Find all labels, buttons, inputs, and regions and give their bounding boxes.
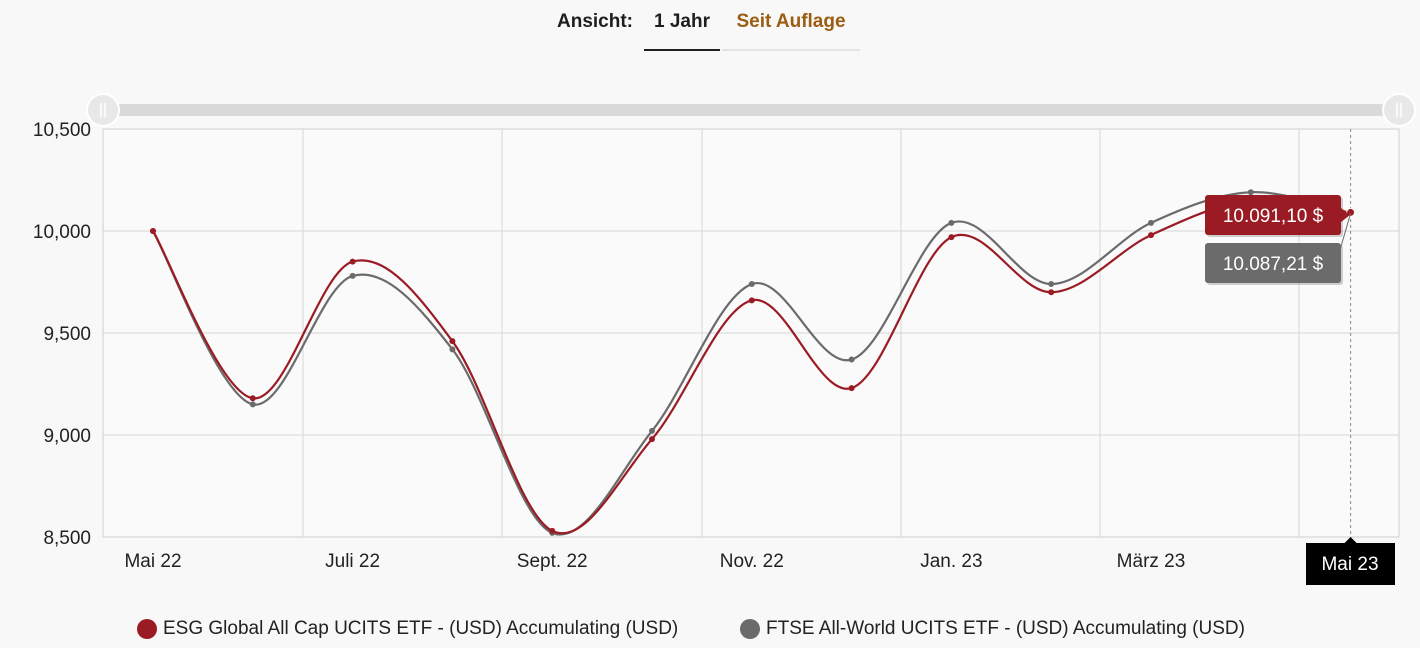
tooltip-esg-global: 10.091,10 $: [1205, 195, 1350, 237]
tooltip-box: [1205, 195, 1341, 235]
x-tick-label: März 23: [1117, 551, 1186, 572]
data-point: [948, 234, 955, 241]
data-point: [349, 272, 356, 279]
x-tick-label: Mai 22: [124, 551, 181, 572]
x-axis-crosshair-label: Mai 23: [1306, 537, 1395, 585]
legend-marker-icon: [740, 619, 760, 639]
handle-circle: [86, 93, 120, 127]
legend-label: FTSE All-World UCITS ETF - (USD) Accumul…: [766, 618, 1245, 639]
legend-marker-icon: [137, 619, 157, 639]
data-point: [1148, 232, 1154, 239]
data-point: [748, 297, 755, 304]
data-point: [449, 338, 456, 345]
y-tick-label: 10,500: [33, 120, 91, 141]
tab-seit-auflage[interactable]: Seit Auflage: [722, 11, 860, 51]
data-point: [249, 401, 256, 408]
badge-text: Mai 23: [1321, 554, 1378, 575]
data-point: [249, 395, 256, 402]
range-handle-right[interactable]: [1382, 93, 1416, 127]
data-point: [150, 228, 156, 234]
tooltip-value: 10.087,21 $: [1223, 254, 1324, 275]
x-tick-label: Nov. 22: [720, 551, 784, 572]
data-point: [948, 219, 955, 226]
tooltip-connector: [1339, 213, 1352, 251]
tooltip-box: [1205, 243, 1341, 283]
tab-1-jahr[interactable]: 1 Jahr: [644, 11, 720, 51]
data-point: [349, 258, 356, 265]
data-point: [1148, 219, 1154, 226]
range-handle-left[interactable]: [86, 93, 120, 127]
y-tick-label: 9,500: [43, 324, 91, 345]
data-point: [1247, 189, 1254, 196]
legend-item-ftse-all-world[interactable]: FTSE All-World UCITS ETF - (USD) Accumul…: [740, 618, 1245, 640]
data-point: [449, 346, 456, 353]
tooltip-value: 10.091,10 $: [1223, 206, 1324, 227]
badge-pointer: [1344, 537, 1357, 543]
data-point: [848, 385, 855, 392]
tooltip-pointer: [1341, 208, 1350, 222]
x-tick-label: Sept. 22: [517, 551, 588, 572]
handle-circle: [1382, 93, 1416, 127]
y-tick-label: 9,000: [43, 426, 91, 447]
series-line-ftse-all-world: [152, 191, 1351, 536]
data-point: [1048, 289, 1055, 296]
plot-border: [102, 128, 1400, 538]
y-tick-label: 10,000: [33, 222, 91, 243]
data-point: [649, 436, 655, 443]
data-point: [848, 356, 855, 363]
data-point: [549, 527, 556, 534]
data-point: [748, 281, 755, 288]
view-label: Ansicht:: [557, 11, 633, 32]
legend-item-esg-global[interactable]: ESG Global All Cap UCITS ETF - (USD) Acc…: [137, 618, 678, 640]
y-tick-label: 8,500: [43, 528, 91, 549]
range-navigator-bar: [103, 104, 1399, 116]
line-chart: 8,500 9,000 9,500 10,000 10,500 Mai 22 Juli 22…: [33, 93, 1416, 585]
x-tick-label: Juli 22: [325, 551, 380, 572]
series-line-esg-global: [152, 198, 1351, 535]
tooltip-ftse-all-world: 10.087,21 $: [1205, 243, 1343, 285]
badge-box: [1306, 543, 1395, 585]
data-point: [649, 427, 655, 434]
x-tick-label: Jan. 23: [920, 551, 982, 572]
chart-legend: ESG Global All Cap UCITS ETF - (USD) Acc…: [0, 618, 1420, 646]
view-selector: Ansicht: 1 Jahr Seit Auflage: [0, 0, 1420, 56]
legend-label: ESG Global All Cap UCITS ETF - (USD) Acc…: [163, 618, 679, 639]
data-point: [1048, 281, 1055, 288]
